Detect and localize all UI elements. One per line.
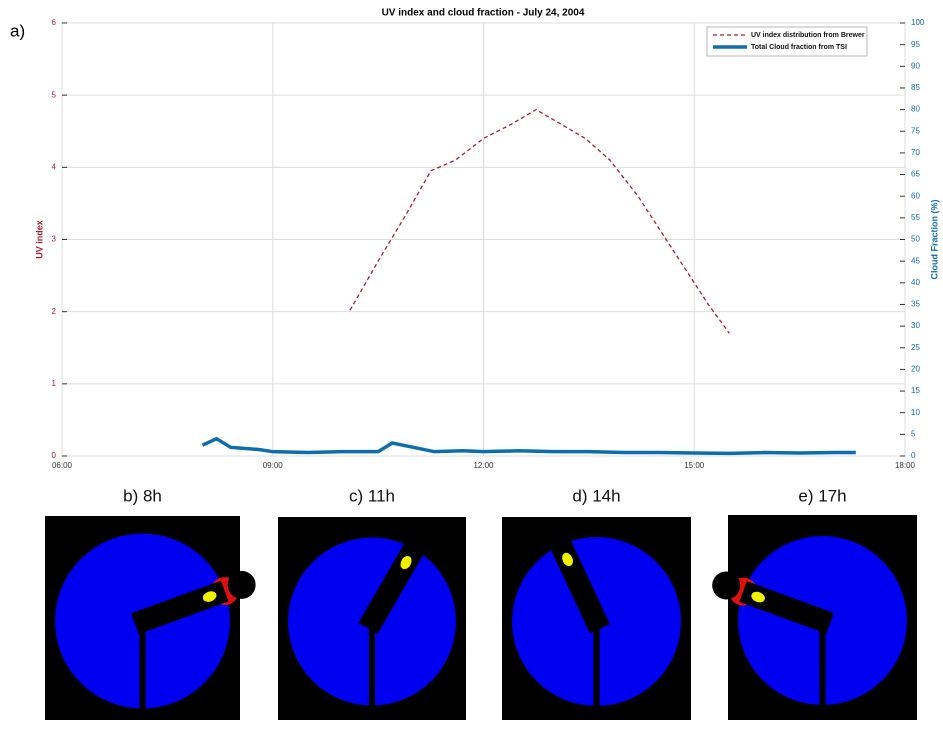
y-tick-label: 3 xyxy=(52,235,57,244)
y2-tick-label: 30 xyxy=(911,321,920,330)
y2-tick-label: 5 xyxy=(911,429,916,438)
y-tick-label: 0 xyxy=(52,451,57,460)
y-tick-label: 1 xyxy=(52,379,57,388)
y2-tick-label: 35 xyxy=(911,300,920,309)
y2-tick-label: 60 xyxy=(911,191,920,200)
shadow-pole xyxy=(820,621,826,721)
dome-mask xyxy=(228,571,256,599)
y2-tick-label: 85 xyxy=(911,83,920,92)
y2-tick-label: 0 xyxy=(911,451,916,460)
y2-tick-label: 40 xyxy=(911,278,920,287)
image-label: e) 17h xyxy=(798,486,846,505)
x-tick-label: 15:00 xyxy=(684,461,705,470)
y-tick-label: 6 xyxy=(52,18,57,27)
y2-tick-label: 25 xyxy=(911,343,920,352)
shadow-pole xyxy=(140,621,146,720)
sky-image xyxy=(45,516,256,720)
y-axis-label: UV index xyxy=(34,220,44,259)
y-tick-label: 2 xyxy=(52,307,57,316)
chart-title: UV index and cloud fraction - July 24, 2… xyxy=(382,8,585,19)
x-tick-label: 06:00 xyxy=(52,461,73,470)
image-label: c) 11h xyxy=(349,486,395,505)
legend-label: Total Cloud fraction from TSI xyxy=(751,44,847,51)
y2-tick-label: 100 xyxy=(911,18,925,27)
y2-tick-label: 70 xyxy=(911,148,920,157)
y2-tick-label: 55 xyxy=(911,213,920,222)
y2-tick-label: 20 xyxy=(911,365,920,374)
shadow-pole xyxy=(369,622,375,721)
y2-tick-label: 50 xyxy=(911,235,920,244)
dome-mask xyxy=(712,571,740,599)
y-tick-label: 4 xyxy=(52,162,57,171)
x-tick-label: 18:00 xyxy=(895,461,916,470)
x-tick-label: 12:00 xyxy=(473,461,494,470)
y2-tick-label: 10 xyxy=(911,408,920,417)
panel-label: a) xyxy=(10,21,25,40)
sky-image xyxy=(502,517,691,720)
x-tick-label: 09:00 xyxy=(263,461,284,470)
shadow-pole xyxy=(594,622,600,721)
sky-image xyxy=(712,515,917,720)
y2-tick-label: 45 xyxy=(911,256,920,265)
y2-axis-label: Cloud Fraction (%) xyxy=(929,200,939,280)
y-tick-label: 5 xyxy=(52,90,57,99)
y2-tick-label: 75 xyxy=(911,126,920,135)
image-label: b) 8h xyxy=(123,486,162,505)
image-label: d) 14h xyxy=(572,486,620,505)
legend-label: UV index distribution from Brewer xyxy=(751,32,865,39)
y2-tick-label: 80 xyxy=(911,105,920,114)
sky-image xyxy=(278,517,466,720)
y2-tick-label: 65 xyxy=(911,170,920,179)
figure: a) UV index and cloud fraction - July 24… xyxy=(0,0,943,754)
y2-tick-label: 95 xyxy=(911,40,920,49)
y2-tick-label: 90 xyxy=(911,61,920,70)
y2-tick-label: 15 xyxy=(911,386,920,395)
